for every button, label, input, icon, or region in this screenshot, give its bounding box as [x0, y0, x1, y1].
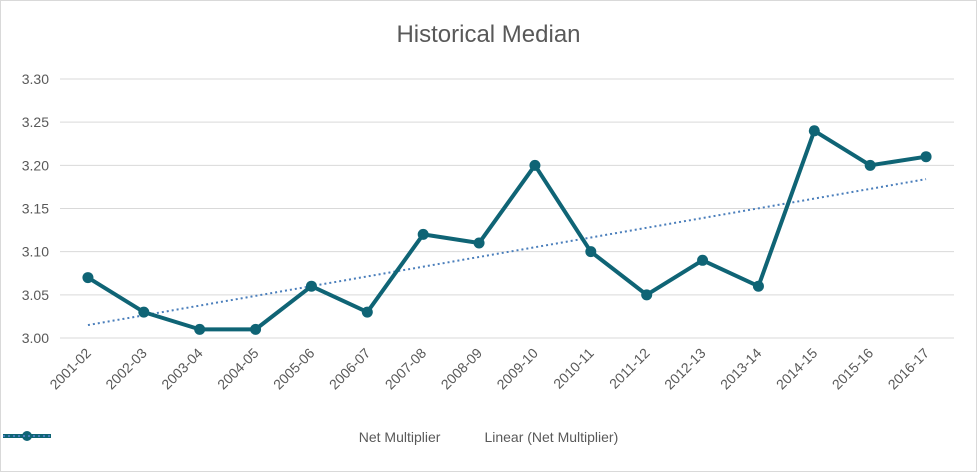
data-point — [305, 280, 317, 292]
x-tick-label: 2009-10 — [493, 345, 541, 393]
legend-label-series: Net Multiplier — [358, 429, 441, 445]
series-line — [86, 128, 927, 332]
x-tick-label: 2004-05 — [214, 345, 262, 393]
data-point — [473, 237, 485, 249]
data-point — [82, 272, 94, 284]
data-point — [864, 159, 876, 171]
trendline-group — [87, 178, 927, 327]
chart-title: Historical Median — [396, 21, 581, 48]
y-tick-label: 3.30 — [22, 71, 49, 87]
x-tick-label: 2001-02 — [46, 345, 94, 393]
data-point — [250, 323, 262, 335]
y-tick-label: 3.00 — [22, 330, 49, 346]
y-tick-label: 3.20 — [22, 157, 49, 173]
x-tick-label: 2011-12 — [606, 345, 653, 392]
x-tick-label: 2006-07 — [326, 345, 374, 393]
y-tick-label: 3.05 — [22, 287, 49, 303]
trendline — [87, 178, 927, 327]
x-tick-label: 2013-14 — [717, 345, 765, 393]
series-group — [82, 125, 932, 335]
data-point — [417, 228, 429, 240]
data-point — [194, 323, 206, 335]
y-tick-labels: 3.00 3.05 3.10 3.15 3.20 3.25 3.30 — [22, 71, 49, 346]
x-tick-label: 2005-06 — [270, 345, 318, 393]
x-tick-label: 2016-17 — [885, 345, 933, 393]
x-tick-label: 2015-16 — [829, 345, 877, 393]
x-tick-label: 2012-13 — [661, 345, 709, 393]
y-tick-label: 3.15 — [22, 201, 49, 217]
x-tick-label: 2010-11 — [550, 345, 597, 392]
x-tick-label: 2002-03 — [102, 345, 150, 393]
data-point — [752, 280, 764, 292]
x-tick-label: 2014-15 — [773, 345, 821, 393]
data-point — [641, 289, 653, 301]
data-point — [529, 159, 541, 171]
x-tick-label: 2008-09 — [438, 345, 486, 393]
x-tick-labels: 2001-02 2002-03 2003-04 2004-05 2005-06 2006-… — [46, 345, 932, 393]
legend: Net Multiplier Linear (Net Multiplier) — [1, 429, 976, 445]
data-point — [585, 246, 597, 258]
legend-swatch-trend — [3, 435, 51, 437]
gridlines — [60, 78, 954, 339]
data-point — [361, 306, 373, 318]
x-tick-label: 2003-04 — [158, 345, 206, 393]
legend-item-trendline: Linear (Net Multiplier) — [3, 429, 619, 445]
data-point — [697, 254, 709, 266]
x-tick-label: 2007-08 — [382, 345, 430, 393]
y-tick-label: 3.25 — [22, 114, 49, 130]
data-point — [920, 151, 932, 163]
legend-item-net-multiplier: Net Multiplier — [3, 429, 441, 445]
y-tick-label: 3.10 — [22, 244, 49, 260]
legend-label-trendline: Linear (Net Multiplier) — [484, 429, 619, 445]
data-point — [138, 306, 150, 318]
data-point — [808, 125, 820, 137]
